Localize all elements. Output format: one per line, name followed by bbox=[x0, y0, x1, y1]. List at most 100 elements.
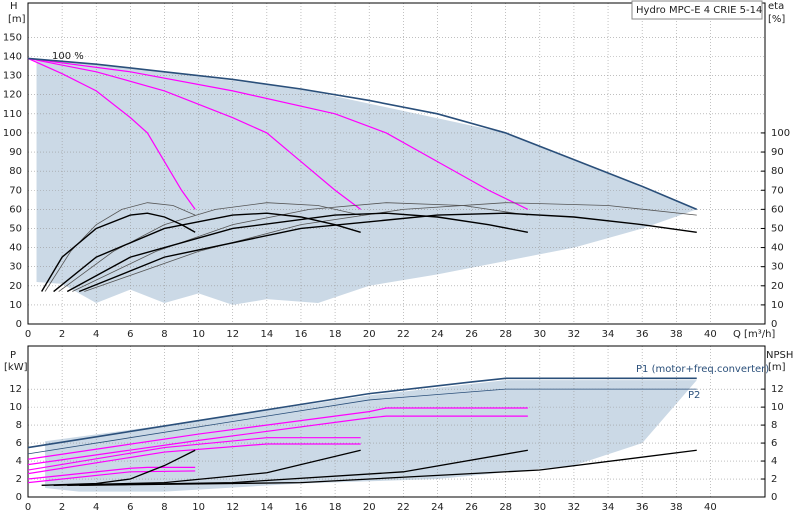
curve bbox=[58, 202, 361, 292]
x-tick-label: 34 bbox=[602, 329, 615, 340]
y2-unit: [m] bbox=[768, 362, 786, 373]
x-label: Q [m³/h] bbox=[733, 329, 775, 340]
y-tick-label: 2 bbox=[16, 474, 22, 485]
x-tick-label: 14 bbox=[260, 329, 273, 340]
x-tick-label: 12 bbox=[226, 502, 239, 513]
curve bbox=[27, 407, 528, 460]
y2-tick-label: 10 bbox=[771, 300, 784, 311]
y2-tick-label: 8 bbox=[771, 420, 777, 431]
x-tick-label: 28 bbox=[499, 502, 512, 513]
y-tick-label: 4 bbox=[16, 456, 22, 467]
y-tick-label: 0 bbox=[16, 319, 22, 330]
x-tick-label: 10 bbox=[192, 329, 205, 340]
y-tick-label: 120 bbox=[3, 90, 22, 101]
x-tick-label: 38 bbox=[670, 502, 683, 513]
y-tick-label: 6 bbox=[16, 438, 22, 449]
y-tick-label: 40 bbox=[9, 243, 22, 254]
x-tick-label: 22 bbox=[397, 329, 410, 340]
annotation: P2 bbox=[688, 390, 700, 401]
y-label: H bbox=[10, 1, 18, 12]
y-tick-label: 130 bbox=[3, 71, 22, 82]
curve bbox=[27, 57, 529, 210]
x-tick-label: 6 bbox=[127, 502, 133, 513]
x-tick-label: 36 bbox=[636, 329, 649, 340]
x-tick-label: 12 bbox=[226, 329, 239, 340]
y-tick-label: 60 bbox=[9, 204, 22, 215]
y2-tick-label: 90 bbox=[771, 147, 784, 158]
x-tick-label: 32 bbox=[568, 502, 581, 513]
y2-label: eta bbox=[768, 1, 784, 12]
curve bbox=[27, 388, 697, 455]
y-tick-label: 30 bbox=[9, 262, 22, 273]
x-tick-label: 14 bbox=[260, 502, 273, 513]
y2-tick-label: 12 bbox=[771, 384, 784, 395]
curve bbox=[27, 377, 697, 449]
curve bbox=[41, 212, 196, 292]
x-tick-label: 20 bbox=[363, 502, 376, 513]
title-box bbox=[631, 0, 763, 20]
x-tick-label: 6 bbox=[127, 329, 133, 340]
y-tick-label: 10 bbox=[9, 402, 22, 413]
y-tick-label: 80 bbox=[9, 166, 22, 177]
x-tick-label: 0 bbox=[25, 502, 31, 513]
x-tick-label: 10 bbox=[192, 502, 205, 513]
x-tick-label: 28 bbox=[499, 329, 512, 340]
x-tick-label: 2 bbox=[59, 329, 65, 340]
curve bbox=[44, 202, 196, 292]
y-tick-label: 50 bbox=[9, 223, 22, 234]
y2-tick-label: 30 bbox=[771, 262, 784, 273]
y2-tick-label: 50 bbox=[771, 223, 784, 234]
y2-tick-label: 2 bbox=[771, 474, 777, 485]
curve bbox=[27, 466, 196, 480]
x-tick-label: 34 bbox=[602, 502, 615, 513]
y-tick-label: 20 bbox=[9, 281, 22, 292]
y-tick-label: 70 bbox=[9, 185, 22, 196]
x-tick-label: 8 bbox=[161, 329, 167, 340]
y-unit: [m] bbox=[8, 14, 26, 25]
curve bbox=[27, 57, 698, 211]
y2-tick-label: 4 bbox=[771, 456, 777, 467]
y2-tick-label: 40 bbox=[771, 243, 784, 254]
x-tick-label: 40 bbox=[704, 329, 717, 340]
y2-unit: [%] bbox=[768, 14, 785, 25]
x-tick-label: 18 bbox=[329, 329, 342, 340]
y-tick-label: 0 bbox=[16, 492, 22, 503]
y2-label: NPSH bbox=[766, 350, 793, 361]
curve bbox=[27, 443, 361, 475]
operating-area bbox=[36, 60, 697, 305]
x-tick-label: 26 bbox=[465, 329, 478, 340]
x-tick-label: 4 bbox=[93, 329, 99, 340]
x-tick-label: 20 bbox=[363, 329, 376, 340]
chart-title: Hydro MPC-E 4 CRIE 5-14 bbox=[636, 5, 762, 16]
y-tick-label: 8 bbox=[16, 420, 22, 431]
y-tick-label: 12 bbox=[9, 384, 22, 395]
x-tick-label: 36 bbox=[636, 502, 649, 513]
curve bbox=[53, 212, 361, 293]
y-tick-label: 110 bbox=[3, 109, 22, 120]
x-tick-label: 4 bbox=[93, 502, 99, 513]
y2-tick-label: 0 bbox=[771, 492, 777, 503]
y-tick-label: 100 bbox=[3, 128, 22, 139]
x-tick-label: 26 bbox=[465, 502, 478, 513]
curve bbox=[27, 437, 361, 471]
curve bbox=[79, 449, 697, 486]
y-tick-label: 90 bbox=[9, 147, 22, 158]
y2-tick-label: 100 bbox=[771, 128, 790, 139]
annotation: P1 (motor+freq.converter) bbox=[636, 364, 769, 375]
annotation: 100 % bbox=[52, 51, 84, 62]
x-tick-label: 40 bbox=[704, 502, 717, 513]
x-tick-label: 18 bbox=[329, 502, 342, 513]
x-tick-label: 38 bbox=[670, 329, 683, 340]
y2-tick-label: 0 bbox=[771, 319, 777, 330]
x-tick-label: 30 bbox=[533, 502, 546, 513]
curve bbox=[27, 470, 196, 484]
x-tick-label: 32 bbox=[568, 329, 581, 340]
y-unit: [kW] bbox=[4, 362, 28, 373]
x-tick-label: 24 bbox=[431, 329, 444, 340]
y2-tick-label: 60 bbox=[771, 204, 784, 215]
y2-tick-label: 6 bbox=[771, 438, 777, 449]
x-tick-label: 16 bbox=[295, 502, 308, 513]
y2-tick-label: 70 bbox=[771, 185, 784, 196]
y-tick-label: 150 bbox=[3, 32, 22, 43]
